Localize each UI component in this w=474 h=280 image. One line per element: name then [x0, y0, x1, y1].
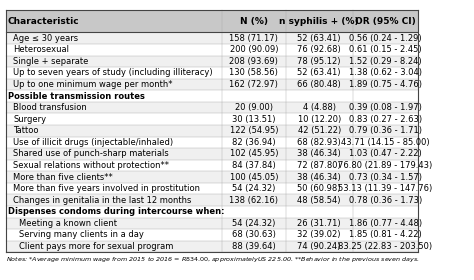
Text: 52 (63.41): 52 (63.41): [297, 34, 341, 43]
Text: 0.56 (0.24 - 1.29): 0.56 (0.24 - 1.29): [349, 34, 422, 43]
Text: 4 (4.88): 4 (4.88): [303, 103, 336, 112]
Text: 54 (24.32): 54 (24.32): [232, 219, 275, 228]
Text: 48 (58.54): 48 (58.54): [297, 196, 341, 205]
Text: Meeting a known client: Meeting a known client: [18, 219, 117, 228]
Text: 76 (92.68): 76 (92.68): [297, 45, 341, 54]
Text: 20 (9.00): 20 (9.00): [235, 103, 273, 112]
Text: 38 (46.34): 38 (46.34): [297, 172, 341, 181]
Text: 88 (39.64): 88 (39.64): [232, 242, 276, 251]
Text: 208 (93.69): 208 (93.69): [229, 57, 278, 66]
Text: Up to one minimum wage per month*: Up to one minimum wage per month*: [13, 80, 173, 89]
Text: Use of illicit drugs (injectable/inhaled): Use of illicit drugs (injectable/inhaled…: [13, 138, 173, 147]
Text: Shared use of punch-sharp materials: Shared use of punch-sharp materials: [13, 150, 169, 158]
Text: 50 (60.98): 50 (60.98): [297, 184, 341, 193]
Text: 10 (12.20): 10 (12.20): [298, 115, 341, 124]
Text: 0.79 (0.36 - 1.71): 0.79 (0.36 - 1.71): [349, 126, 422, 135]
Text: 138 (62.16): 138 (62.16): [229, 196, 278, 205]
Text: 0.73 (0.34 - 1.57): 0.73 (0.34 - 1.57): [349, 172, 422, 181]
Text: Changes in genitalia in the last 12 months: Changes in genitalia in the last 12 mont…: [13, 196, 191, 205]
Bar: [6, 55, 418, 67]
Text: 72 (87.80): 72 (87.80): [297, 161, 341, 170]
Text: 78 (95.12): 78 (95.12): [297, 57, 341, 66]
Text: 0.61 (0.15 - 2.45): 0.61 (0.15 - 2.45): [349, 45, 422, 54]
Text: 1.03 (0.47 - 2.22): 1.03 (0.47 - 2.22): [349, 150, 422, 158]
Text: N (%): N (%): [240, 17, 268, 25]
Text: Single + separate: Single + separate: [13, 57, 89, 66]
Text: Client pays more for sexual program: Client pays more for sexual program: [18, 242, 173, 251]
Text: 68 (82.93): 68 (82.93): [297, 138, 341, 147]
Bar: [6, 171, 418, 183]
Text: Dispenses condoms during intercourse when:: Dispenses condoms during intercourse whe…: [8, 207, 224, 216]
Text: Possible transmission routes: Possible transmission routes: [8, 92, 145, 101]
Text: 200 (90.09): 200 (90.09): [230, 45, 278, 54]
Text: Age ≤ 30 years: Age ≤ 30 years: [13, 34, 78, 43]
Text: Characteristic: Characteristic: [8, 17, 79, 25]
Text: Notes: *Average minimum wage from 2015 to 2016 = R$ 834.00, approximately US$ 22: Notes: *Average minimum wage from 2015 t…: [6, 255, 419, 264]
Text: 52 (63.41): 52 (63.41): [297, 68, 341, 78]
Text: 26 (31.71): 26 (31.71): [297, 219, 341, 228]
Text: 83.25 (22.83 - 203.50): 83.25 (22.83 - 203.50): [338, 242, 433, 251]
Text: 74 (90.24): 74 (90.24): [298, 242, 341, 251]
Text: 122 (54.95): 122 (54.95): [230, 126, 278, 135]
Text: 84 (37.84): 84 (37.84): [232, 161, 276, 170]
Text: OR (95% CI): OR (95% CI): [355, 17, 416, 25]
Text: 53.13 (11.39 - 147.76): 53.13 (11.39 - 147.76): [338, 184, 433, 193]
Text: 32 (39.02): 32 (39.02): [297, 230, 341, 239]
Bar: [6, 218, 418, 229]
Bar: [6, 125, 418, 137]
Text: 42 (51.22): 42 (51.22): [298, 126, 341, 135]
Text: 102 (45.95): 102 (45.95): [230, 150, 278, 158]
Text: 0.78 (0.36 - 1.73): 0.78 (0.36 - 1.73): [349, 196, 422, 205]
Text: 30 (13.51): 30 (13.51): [232, 115, 276, 124]
Text: Heterosexual: Heterosexual: [13, 45, 69, 54]
Text: 130 (58.56): 130 (58.56): [229, 68, 278, 78]
Text: Blood transfusion: Blood transfusion: [13, 103, 87, 112]
Text: 68 (30.63): 68 (30.63): [232, 230, 276, 239]
Text: Tattoo: Tattoo: [13, 126, 39, 135]
Text: 38 (46.34): 38 (46.34): [297, 150, 341, 158]
Bar: [6, 148, 418, 160]
Bar: [6, 194, 418, 206]
Text: 1.85 (0.81 - 4.22): 1.85 (0.81 - 4.22): [349, 230, 422, 239]
Text: 1.89 (0.75 - 4.76): 1.89 (0.75 - 4.76): [349, 80, 422, 89]
Text: 100 (45.05): 100 (45.05): [230, 172, 278, 181]
Text: 1.86 (0.77 - 4.48): 1.86 (0.77 - 4.48): [349, 219, 422, 228]
Text: Serving many clients in a day: Serving many clients in a day: [18, 230, 144, 239]
Text: Up to seven years of study (including illiteracy): Up to seven years of study (including il…: [13, 68, 213, 78]
Text: 82 (36.94): 82 (36.94): [232, 138, 276, 147]
Text: 54 (24.32): 54 (24.32): [232, 184, 275, 193]
Text: 1.38 (0.62 - 3.04): 1.38 (0.62 - 3.04): [349, 68, 422, 78]
Bar: [6, 241, 418, 252]
Text: 66 (80.48): 66 (80.48): [297, 80, 341, 89]
Text: Sexual relations without protection**: Sexual relations without protection**: [13, 161, 169, 170]
Text: 162 (72.97): 162 (72.97): [229, 80, 278, 89]
Text: 0.39 (0.08 - 1.97): 0.39 (0.08 - 1.97): [349, 103, 422, 112]
Bar: [6, 79, 418, 90]
Bar: [6, 32, 418, 44]
Text: 43.71 (14.15 - 85.00): 43.71 (14.15 - 85.00): [341, 138, 430, 147]
Text: 158 (71.17): 158 (71.17): [229, 34, 278, 43]
Text: 0.83 (0.27 - 2.63): 0.83 (0.27 - 2.63): [349, 115, 422, 124]
Text: Surgery: Surgery: [13, 115, 46, 124]
Text: More than five clients**: More than five clients**: [13, 172, 113, 181]
Text: 76.80 (21.89 - 179.43): 76.80 (21.89 - 179.43): [338, 161, 433, 170]
Bar: [6, 102, 418, 113]
Text: 1.52 (0.29 - 8.24): 1.52 (0.29 - 8.24): [349, 57, 422, 66]
Text: n syphilis + (%): n syphilis + (%): [279, 17, 359, 25]
Text: More than five years involved in prostitution: More than five years involved in prostit…: [13, 184, 200, 193]
Bar: [6, 10, 418, 32]
